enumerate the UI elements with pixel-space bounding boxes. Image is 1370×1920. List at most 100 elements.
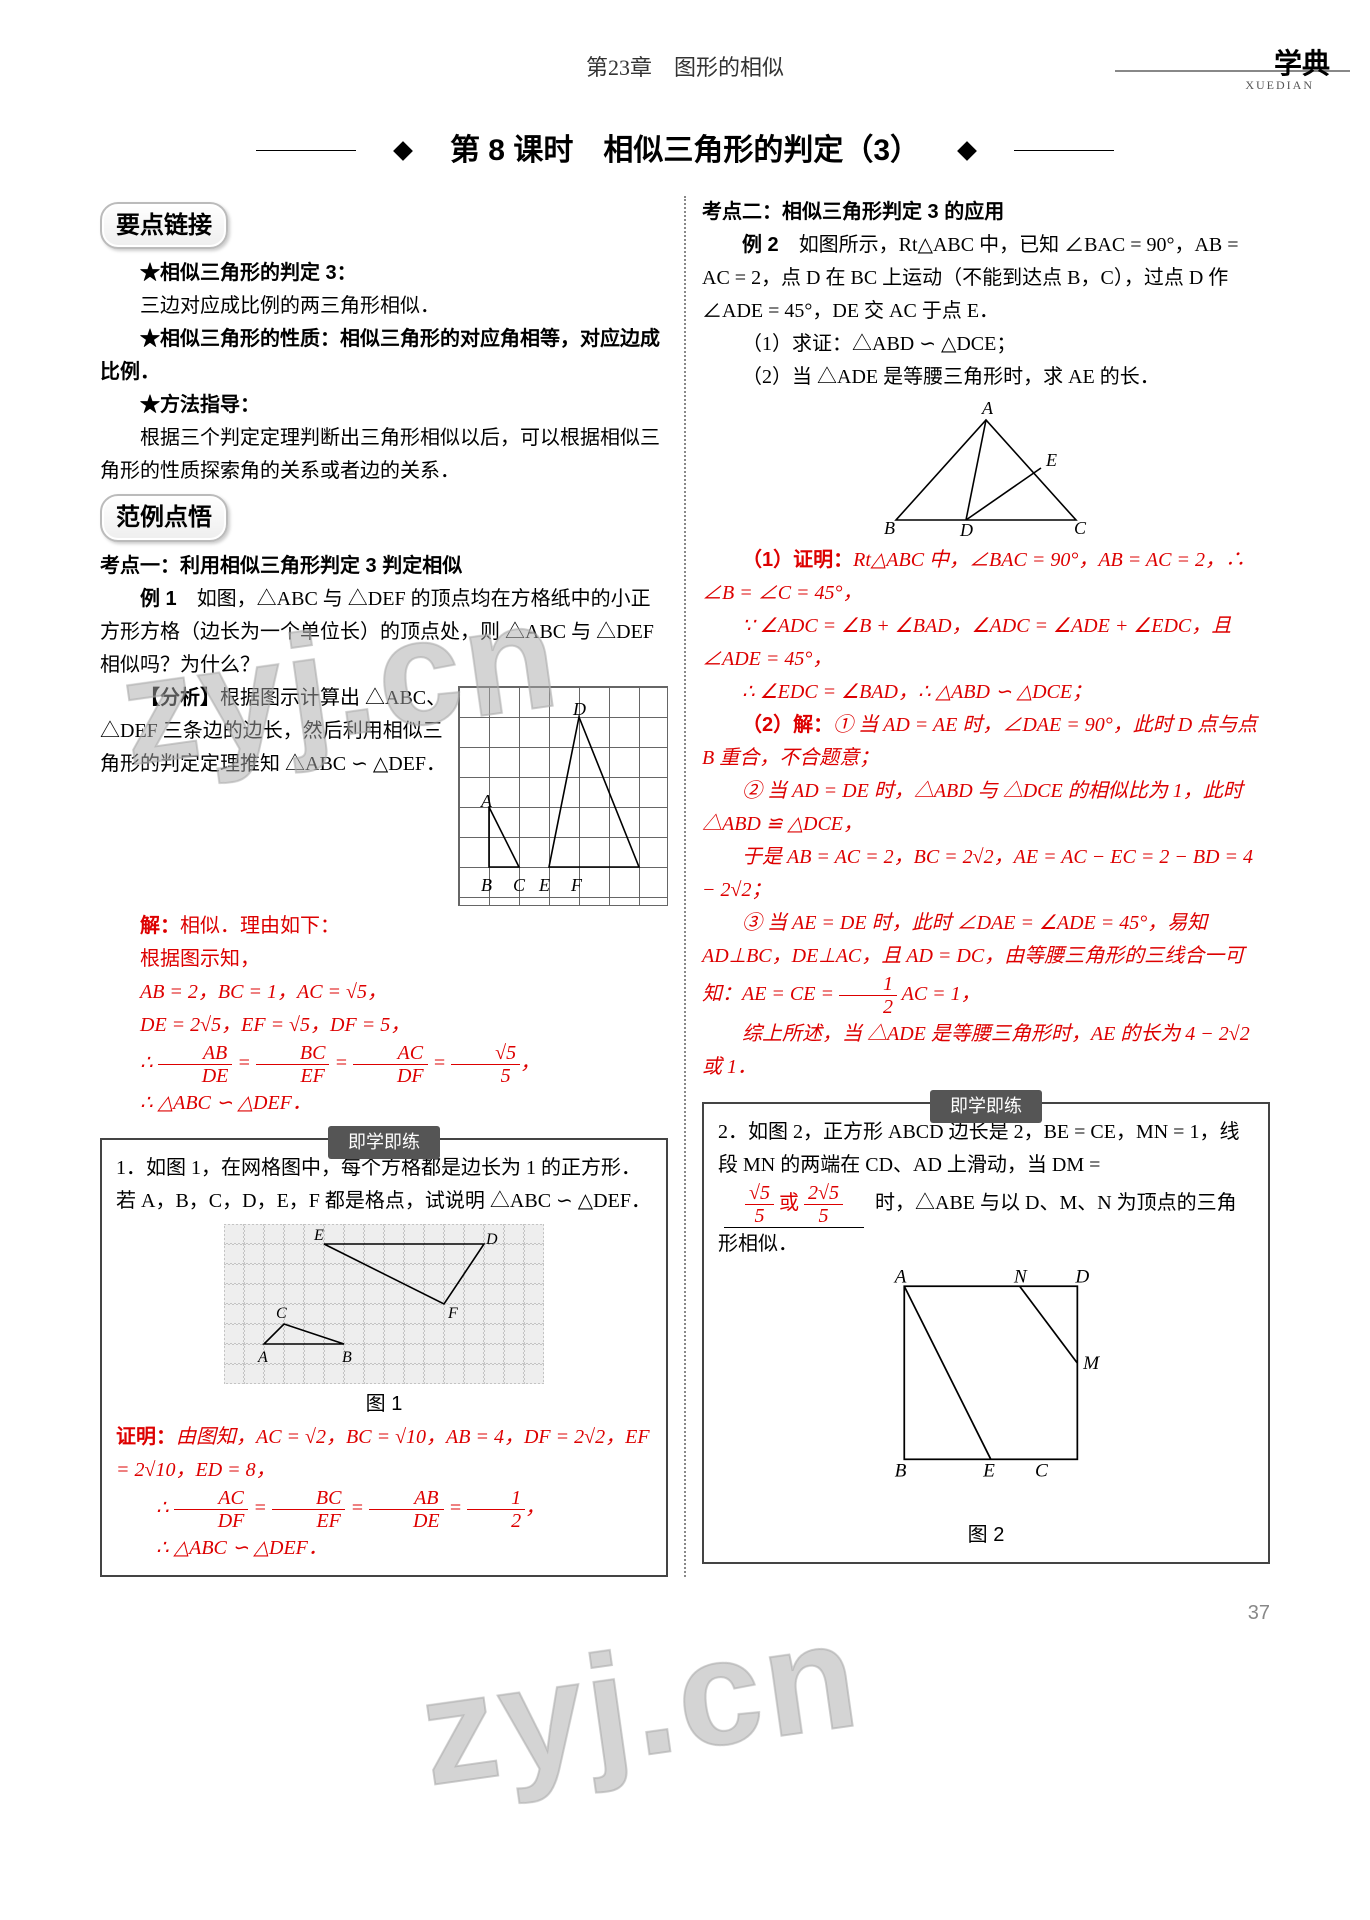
example2-text: 例 2 如图所示，Rt△ABC 中，已知 ∠BAC = 90°，AB = AC … <box>702 229 1270 328</box>
proof-line: ∴ ∠EDC = ∠BAD，∴ △ABD ∽ △DCE； <box>702 676 1270 709</box>
example1-body: 如图，△ABC 与 △DEF 的顶点均在方格纸中的小正方形方格（边长为一个单位长… <box>100 588 654 676</box>
vertex-label: D <box>573 695 586 725</box>
proof-ratio-line: ∴ ACDF = BCEF = ABDE = 12， <box>116 1487 652 1532</box>
header-rule <box>1115 70 1165 72</box>
frac-d: EF <box>272 1510 346 1532</box>
vertex-label: B <box>481 871 492 901</box>
svg-text:D: D <box>959 520 973 540</box>
svg-text:E: E <box>313 1227 324 1244</box>
svg-text:C: C <box>1035 1460 1048 1481</box>
proof-line: ∴ △ABC ∽ △DEF． <box>116 1532 652 1565</box>
solution-line: DE = 2√5，EF = √5，DF = 5， <box>100 1009 668 1042</box>
fig2-label: 图 2 <box>718 1519 1254 1552</box>
solution-intro: 相似．理由如下： <box>180 915 340 937</box>
two-column-layout: 要点链接 ★相似三角形的判定 3： 三边对应成比例的两三角形相似． ★相似三角形… <box>100 196 1270 1577</box>
solution-line: 根据图示知， <box>100 943 668 976</box>
frac-d: 2 <box>467 1510 525 1532</box>
svg-text:F: F <box>447 1305 458 1322</box>
frac-n: AB <box>369 1487 444 1510</box>
svg-text:C: C <box>1074 518 1087 538</box>
lesson-title: 第 8 课时 相似三角形的判定（3） <box>450 126 920 176</box>
therefore: ∴ <box>140 1052 153 1074</box>
frac-d: DE <box>158 1065 233 1087</box>
vertex-label: E <box>539 871 550 901</box>
vertex-label: F <box>571 871 582 901</box>
practice-box-2: 即学即练 2．如图 2，正方形 ABCD 边长是 2，BE = CE，MN = … <box>702 1102 1270 1564</box>
solution-line: 解：相似．理由如下： <box>100 910 668 943</box>
answer-blank: √55 或 2√55 <box>724 1182 864 1228</box>
solution-line: 于是 AB = AC = 2，BC = 2√2，AE = AC − EC = 2… <box>702 841 1270 907</box>
practice-tab: 即学即练 <box>328 1126 440 1160</box>
svg-text:B: B <box>884 518 895 538</box>
figure-grid-ex1: A B C D E F <box>458 686 668 906</box>
section-pill-keypoints: 要点链接 <box>100 202 228 250</box>
solution-line: （2）解：① 当 AD = AE 时，∠DAE = 90°，此时 D 点与点 B… <box>702 709 1270 775</box>
kp-star2: ★相似三角形的性质：相似三角形的对应角相等，对应边成比例． <box>100 328 660 383</box>
therefore: ∴ <box>156 1497 169 1519</box>
page: 第23章 图形的相似 学典 XUEDIAN 第 8 课时 相似三角形的判定（3）… <box>0 0 1370 1670</box>
proof-label: （1）证明： <box>742 549 853 571</box>
frac-n: AB <box>158 1042 233 1065</box>
practice1-question: 1．如图 1，在网格图中，每个方格都是边长为 1 的正方形．若 A，B，C，D，… <box>116 1152 652 1218</box>
example1-text: 例 1 如图，△ABC 与 △DEF 的顶点均在方格纸中的小正方形方格（边长为一… <box>100 583 668 682</box>
svg-text:D: D <box>1074 1267 1089 1287</box>
kp-star1: ★相似三角形的判定 3： <box>140 262 357 284</box>
frac-d: 5 <box>745 1205 774 1227</box>
svg-text:A: A <box>893 1267 907 1287</box>
kp-text: ★方法指导： <box>100 389 668 422</box>
svg-text:A: A <box>981 400 994 418</box>
proof-label: 证明： <box>116 1426 176 1448</box>
practice2-question: 2．如图 2，正方形 ABCD 边长是 2，BE = CE，MN = 1，线段 … <box>718 1116 1254 1261</box>
frac-n: BC <box>256 1042 330 1065</box>
solution-line: ∴ △ABC ∽ △DEF． <box>100 1087 668 1120</box>
frac-n: AC <box>174 1487 249 1510</box>
practice-tab: 即学即练 <box>930 1090 1042 1124</box>
example2-body: 如图所示，Rt△ABC 中，已知 ∠BAC = 90°，AB = AC = 2，… <box>702 234 1239 322</box>
kp-text: ★相似三角形的判定 3： <box>100 257 668 290</box>
frac-d: EF <box>256 1065 330 1087</box>
frac-n: AC <box>353 1042 428 1065</box>
proof-line: （1）证明：Rt△ABC 中，∠BAC = 90°，AB = AC = 2，∴ … <box>702 544 1270 610</box>
section-pill-examples: 范例点悟 <box>100 494 228 542</box>
proof-line: 证明：由图知，AC = √2，BC = √10，AB = 4，DF = 2√2，… <box>116 1421 652 1487</box>
example2-label: 例 2 <box>742 234 779 256</box>
solution-line: AB = 2，BC = 1，AC = √5， <box>100 976 668 1009</box>
solution-label: 解： <box>140 915 180 937</box>
frac-d: 5 <box>451 1065 520 1087</box>
frac-d: DF <box>353 1065 428 1087</box>
column-separator <box>684 196 686 1577</box>
proof-line: ∵ ∠ADC = ∠B + ∠BAD，∠ADC = ∠ADE + ∠EDC，且 … <box>702 610 1270 676</box>
frac-n: √5 <box>745 1182 774 1205</box>
left-column: 要点链接 ★相似三角形的判定 3： 三边对应成比例的两三角形相似． ★相似三角形… <box>100 196 668 1577</box>
book-badge-sub: XUEDIAN <box>1245 76 1314 96</box>
example2-q2: （2）当 △ADE 是等腰三角形时，求 AE 的长． <box>702 361 1270 394</box>
solution-body: AC = 1， <box>902 983 981 1005</box>
vertex-label: A <box>481 787 492 817</box>
frac-n: 1 <box>467 1487 525 1510</box>
kp-star3: ★方法指导： <box>140 394 260 416</box>
right-column: 考点二：相似三角形判定 3 的应用 例 2 如图所示，Rt△ABC 中，已知 ∠… <box>702 196 1270 1577</box>
figure-grid-practice1: A B C D E F <box>224 1224 544 1384</box>
svg-text:B: B <box>342 1349 352 1366</box>
page-header: 第23章 图形的相似 学典 XUEDIAN <box>100 50 1270 110</box>
diamond-icon <box>957 141 977 161</box>
kp-text: ★相似三角形的性质：相似三角形的对应角相等，对应边成比例． <box>100 323 668 389</box>
example1-label: 例 1 <box>140 588 177 610</box>
diamond-icon <box>393 141 413 161</box>
frac-n: BC <box>272 1487 346 1510</box>
frac-d: DE <box>369 1510 444 1532</box>
svg-text:D: D <box>485 1231 498 1248</box>
frac-n: 2√5 <box>804 1182 843 1205</box>
solution-ratio-line: ∴ ABDE = BCEF = ACDF = √55， <box>100 1042 668 1087</box>
decor-line <box>256 150 356 151</box>
proof-body: 由图知，AC = √2，BC = √10，AB = 4，DF = 2√2，EF … <box>116 1426 650 1481</box>
solution-label: （2）解： <box>742 714 833 736</box>
frac-d: 5 <box>804 1205 843 1227</box>
frac-d: DF <box>174 1510 249 1532</box>
analysis-label: 【分析】 <box>140 687 220 709</box>
chapter-label: 第23章 图形的相似 <box>586 50 784 86</box>
svg-text:B: B <box>895 1460 907 1481</box>
fig1-label: 图 1 <box>116 1388 652 1421</box>
page-number: 37 <box>100 1597 1270 1630</box>
solution-line: ③ 当 AE = DE 时，此时 ∠DAE = ∠ADE = 45°，易知 AD… <box>702 907 1270 1018</box>
